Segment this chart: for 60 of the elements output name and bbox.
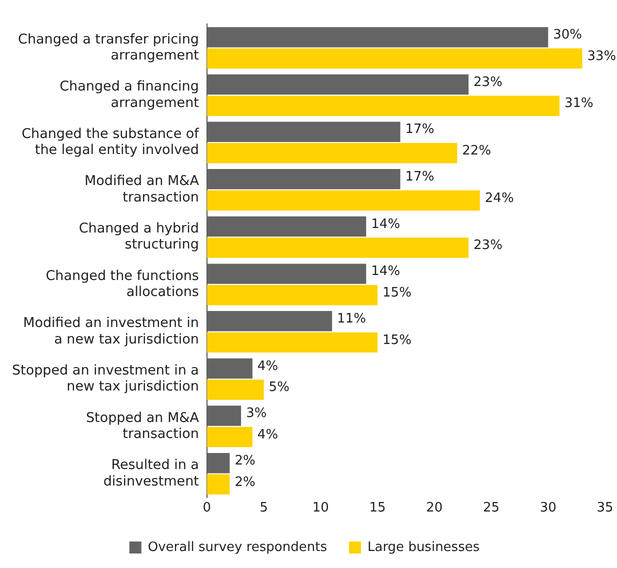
bar [206,406,242,426]
data-label: 30% [553,28,582,43]
y-tick-label: Changed the substance of the legal entity involved [22,126,200,158]
legend-label: Overall survey respondents [148,540,328,555]
data-label: 23% [474,238,502,254]
data-label: 5% [268,380,290,396]
bar [206,358,252,379]
bar [206,143,458,164]
data-label: 31% [564,96,594,112]
data-label: 14% [371,264,400,280]
legend-label: Large businesses [367,540,480,555]
y-tick-label: Changed a hybrid structuring [78,220,199,253]
x-tick-label: 0 [202,500,212,516]
y-tick-label: Modified an investment in a new tax jurisdiction [23,315,199,348]
data-label: 4% [257,358,278,374]
bar [206,27,548,48]
bar [206,380,264,400]
x-tick-label: 15 [369,500,386,516]
x-tick-label: 10 [312,500,329,516]
data-label: 17% [405,170,434,185]
bar [206,216,366,237]
x-tick-label: 35 [596,500,614,516]
y-tick-label: Resulted in a disinvestment [103,457,199,490]
data-label: 15% [382,285,412,300]
data-label: 4% [257,427,278,442]
y-tick-label: Changed the functions allocations [46,268,199,300]
y-tick-label: Changed a financing arrangement [60,78,199,111]
x-tick-label: 25 [482,500,500,516]
y-tick-label: Stopped an M&A transaction [86,410,200,442]
bar [206,311,332,332]
bar [206,96,560,116]
x-tick-label: 30 [540,500,556,516]
bar [206,48,582,69]
data-label: 24% [484,190,514,206]
bar [206,190,480,211]
bar [206,238,469,258]
data-label: 2% [234,474,256,490]
x-tick-label: 20 [426,500,443,516]
data-label: 14% [371,216,400,232]
bar [206,122,400,142]
bar [206,74,469,95]
bar [206,474,230,494]
x-tick-label: 5 [260,500,268,516]
bar [206,169,400,190]
data-label: 17% [405,122,434,138]
y-tick-label: Changed a transfer pricing arrangement [18,31,199,64]
bar [206,332,378,353]
data-label: 15% [382,332,412,348]
data-label: 3% [246,406,267,422]
bar [206,264,366,284]
y-tick-label: Modified an M&A transaction [84,173,200,206]
bar [206,284,378,306]
data-label: 11% [337,312,366,327]
bar [206,452,230,474]
bar [206,426,252,448]
data-label: 23% [474,74,502,90]
y-tick-label: Stopped an investment in a new tax jurisdiction [12,362,199,395]
data-label: 33% [587,48,616,64]
data-label: 22% [462,144,492,159]
data-label: 2% [234,453,256,468]
